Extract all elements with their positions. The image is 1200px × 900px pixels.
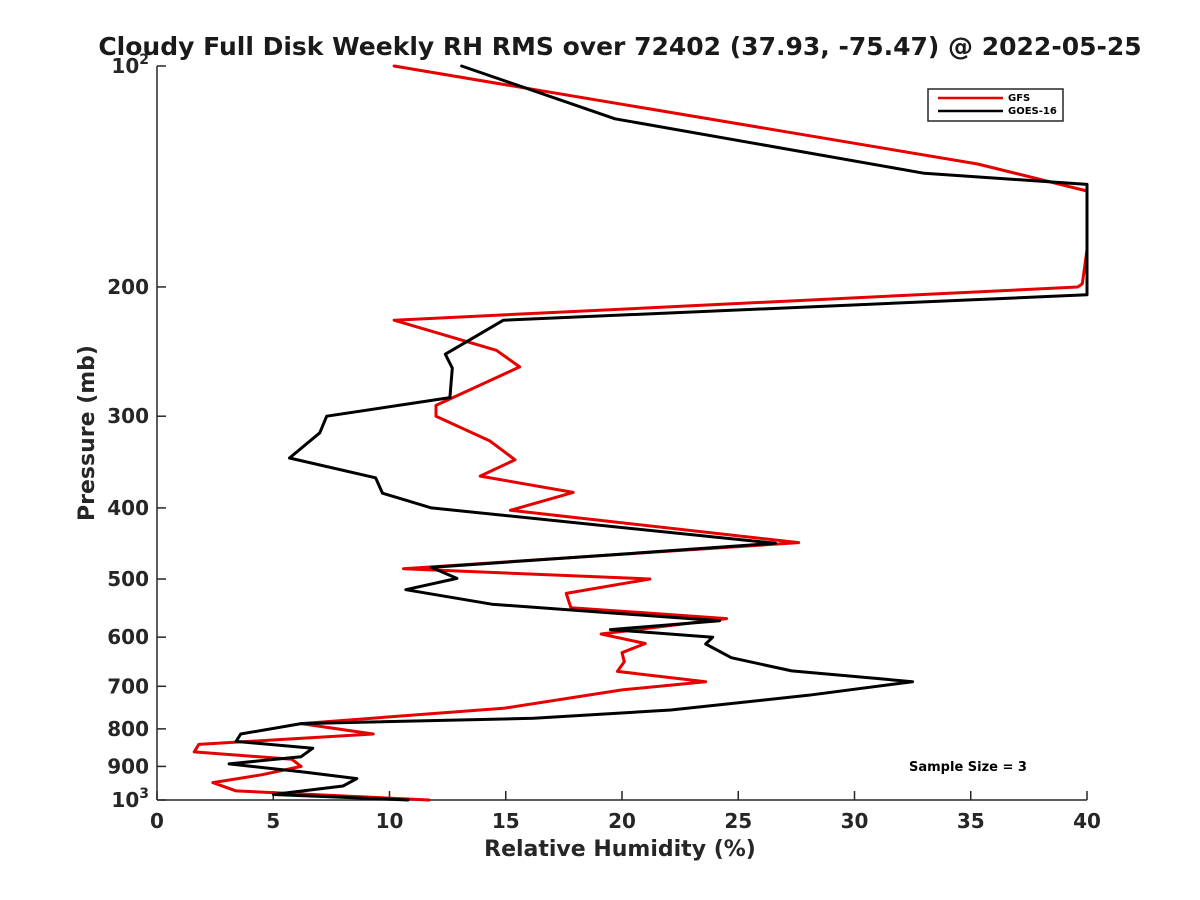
y-tick-label-base: 900 (107, 754, 149, 778)
x-tick-label: 5 (266, 809, 280, 833)
x-tick-label: 30 (841, 809, 869, 833)
series-group (192, 64, 1089, 802)
chart-title: Cloudy Full Disk Weekly RH RMS over 7240… (98, 32, 1141, 61)
y-tick-label-base: 700 (107, 674, 149, 698)
series-line-gfs (192, 64, 1089, 802)
legend-label-goes16: GOES-16 (1008, 106, 1057, 117)
x-tick-label: 35 (957, 809, 985, 833)
y-tick-label-base: 10 (111, 54, 139, 78)
y-tick-label: 800 (107, 717, 149, 741)
y-tick-label-base: 200 (107, 275, 149, 299)
y-tick-label-base: 500 (107, 567, 149, 591)
x-tick-label: 10 (376, 809, 404, 833)
y-tick-label: 500 (107, 567, 149, 591)
y-tick-label: 900 (107, 754, 149, 778)
y-tick-label-exponent: 2 (139, 52, 149, 68)
y-tick-label: 700 (107, 674, 149, 698)
y-tick-label-exponent: 3 (139, 786, 149, 802)
y-tick-label: 300 (107, 404, 149, 428)
legend-label-gfs: GFS (1008, 93, 1030, 104)
x-ticks: 0 5 10 15 20 25 30 35 40 (150, 791, 1101, 833)
y-tick-label: 600 (107, 625, 149, 649)
x-tick-label: 25 (724, 809, 752, 833)
y-axis-label: Pressure (mb) (75, 345, 100, 521)
x-tick-label: 40 (1073, 809, 1101, 833)
x-tick-label: 0 (150, 809, 164, 833)
y-tick-label: 102 (111, 52, 149, 78)
y-tick-label: 400 (107, 496, 149, 520)
legend: GFS GOES-16 (927, 88, 1064, 122)
y-tick-label: 200 (107, 275, 149, 299)
y-tick-label-base: 800 (107, 717, 149, 741)
y-tick-label: 103 (111, 786, 149, 812)
x-tick-label: 15 (492, 809, 520, 833)
sample-size-annotation: Sample Size = 3 (909, 760, 1027, 775)
y-tick-label-base: 600 (107, 625, 149, 649)
y-tick-label-base: 400 (107, 496, 149, 520)
x-tick-label: 20 (608, 809, 636, 833)
x-axis-label: Relative Humidity (%) (484, 837, 756, 862)
y-tick-label-base: 10 (111, 788, 139, 812)
series-line-goes16 (227, 64, 1089, 802)
legend-box (927, 88, 1064, 122)
y-tick-label-base: 300 (107, 404, 149, 428)
